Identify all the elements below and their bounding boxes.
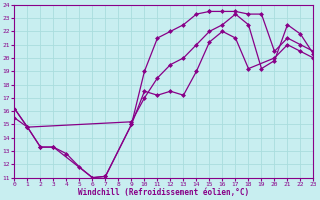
X-axis label: Windchill (Refroidissement éolien,°C): Windchill (Refroidissement éolien,°C) [78, 188, 250, 197]
